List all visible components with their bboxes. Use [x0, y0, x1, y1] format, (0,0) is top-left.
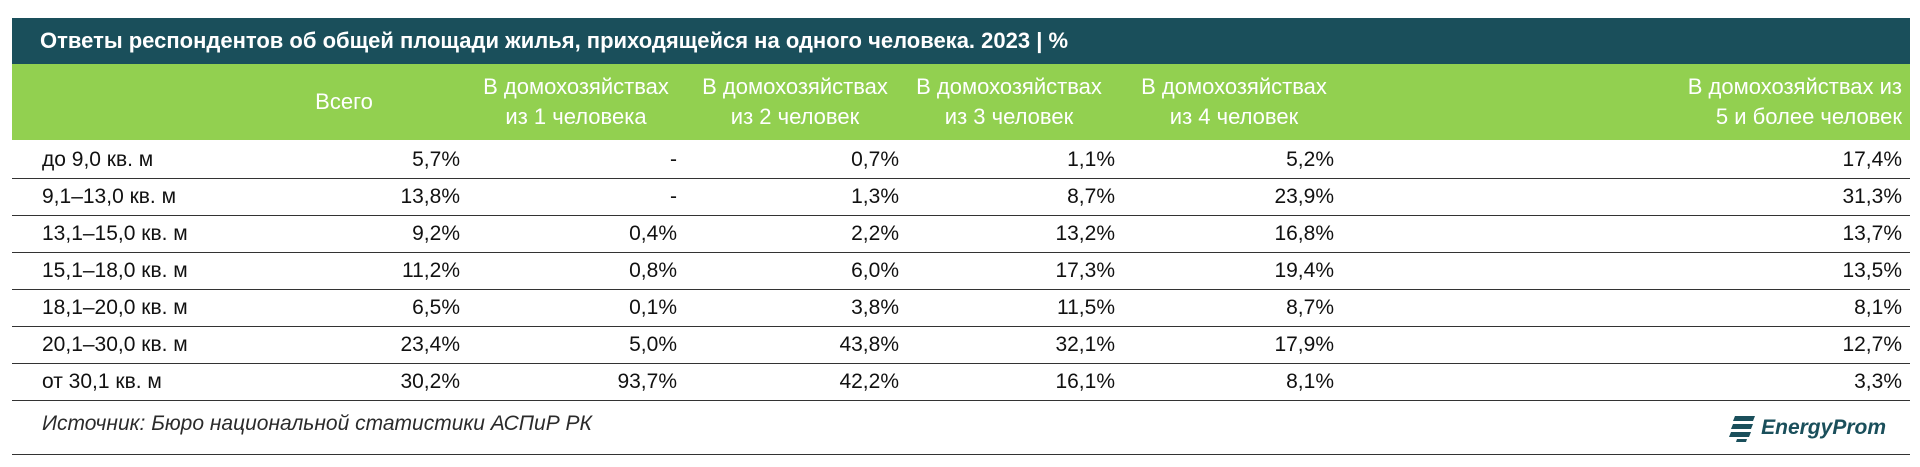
column-header-line: 5 и более человек — [1715, 104, 1902, 129]
data-cell: 13,5% — [1842, 259, 1902, 282]
data-cell: 6,0% — [851, 259, 899, 282]
data-cell: 5,2% — [1286, 148, 1334, 171]
column-header-line: В домохозяйствах — [702, 74, 888, 99]
data-cell: 3,8% — [851, 296, 899, 319]
data-cell: 2,2% — [851, 222, 899, 245]
row-label: 13,1–15,0 кв. м — [42, 222, 188, 245]
data-cell: 23,4% — [400, 333, 460, 356]
data-cell: 32,1% — [1055, 333, 1115, 356]
table-row: 18,1–20,0 кв. м 6,5% 0,1% 3,8% 11,5% 8,7% 8,1% — [12, 290, 1910, 327]
data-cell: 43,8% — [839, 333, 899, 356]
data-cell: 3,3% — [1854, 370, 1902, 393]
data-cell: 8,7% — [1067, 185, 1115, 208]
table-row: от 30,1 кв. м 30,2% 93,7% 42,2% 16,1% 8,1% 3,3… — [12, 364, 1910, 401]
data-cell: 11,2% — [402, 259, 460, 282]
table-row: 13,1–15,0 кв. м 9,2% 0,4% 2,2% 13,2% 16,8% 13,… — [12, 216, 1910, 253]
data-cell: 5,0% — [629, 333, 677, 356]
data-cell: 17,9% — [1274, 333, 1334, 356]
row-label: 20,1–30,0 кв. м — [42, 333, 188, 356]
title-bar: Ответы респондентов об общей площади жил… — [12, 18, 1910, 64]
data-cell: 0,4% — [629, 222, 677, 245]
column-header: В домохозяйствах из 4 человек — [1124, 64, 1344, 140]
table-title: Ответы респондентов об общей площади жил… — [40, 28, 1069, 53]
row-label: от 30,1 кв. м — [42, 370, 162, 393]
column-header-line: Всего — [315, 89, 373, 114]
column-header-line: из 1 человека — [505, 104, 647, 129]
data-cell: 42,2% — [839, 370, 899, 393]
column-header-line: из 4 человек — [1169, 104, 1299, 129]
data-cell: 1,3% — [851, 185, 899, 208]
data-cell: 19,4% — [1274, 259, 1334, 282]
column-header-line: из 2 человек — [730, 104, 860, 129]
data-cell: 16,8% — [1274, 222, 1334, 245]
column-header: В домохозяйствах из 5 и более человек — [1662, 64, 1902, 140]
table-body: до 9,0 кв. м 5,7% - 0,7% 1,1% 5,2% 17,4% 9,1–13… — [12, 142, 1910, 401]
source-note: Источник: Бюро национальной статистики А… — [42, 412, 592, 435]
column-header-line: В домохозяйствах — [483, 74, 669, 99]
data-cell: 13,2% — [1055, 222, 1115, 245]
data-cell: 17,3% — [1055, 259, 1115, 282]
table-row: до 9,0 кв. м 5,7% - 0,7% 1,1% 5,2% 17,4% — [12, 142, 1910, 179]
row-label: до 9,0 кв. м — [42, 148, 154, 171]
column-header: Всего — [284, 64, 404, 140]
data-cell: 12,7% — [1842, 333, 1902, 356]
data-cell: 23,9% — [1274, 185, 1334, 208]
column-header: В домохозяйствах из 2 человек — [685, 64, 905, 140]
data-cell: 11,5% — [1057, 296, 1115, 319]
data-cell: 13,8% — [400, 185, 460, 208]
column-header-row: Всего В домохозяйствах из 1 человека В домо… — [12, 64, 1910, 140]
column-header: В домохозяйствах из 1 человека — [466, 64, 686, 140]
data-cell: 0,1% — [629, 296, 677, 319]
data-cell: 5,7% — [412, 148, 460, 171]
data-cell: - — [670, 148, 677, 171]
column-header-line: В домохозяйствах — [1141, 74, 1327, 99]
data-cell: 8,1% — [1286, 370, 1334, 393]
data-cell: 93,7% — [617, 370, 677, 393]
table-row: 9,1–13,0 кв. м 13,8% - 1,3% 8,7% 23,9% 31,3% — [12, 179, 1910, 216]
data-cell: - — [670, 185, 677, 208]
column-header-line: В домохозяйствах из — [1687, 74, 1902, 99]
data-cell: 0,7% — [851, 148, 899, 171]
energyprom-logo-icon — [1729, 416, 1756, 442]
data-cell: 9,2% — [412, 222, 460, 245]
data-cell: 16,1% — [1055, 370, 1115, 393]
logo-text: EnergyProm — [1761, 416, 1886, 439]
column-header-line: В домохозяйствах — [916, 74, 1102, 99]
data-cell: 17,4% — [1842, 148, 1902, 171]
table-row: 15,1–18,0 кв. м 11,2% 0,8% 6,0% 17,3% 19,4% 13… — [12, 253, 1910, 290]
footer: Источник: Бюро национальной статистики А… — [12, 406, 1910, 455]
data-cell: 8,1% — [1854, 296, 1902, 319]
data-cell: 1,1% — [1067, 148, 1115, 171]
table-row: 20,1–30,0 кв. м 23,4% 5,0% 43,8% 32,1% 17,9% 1… — [12, 327, 1910, 364]
data-cell: 8,7% — [1286, 296, 1334, 319]
data-cell: 31,3% — [1842, 185, 1902, 208]
column-header-line: из 3 человек — [944, 104, 1074, 129]
column-header: В домохозяйствах из 3 человек — [899, 64, 1119, 140]
data-cell: 13,7% — [1842, 222, 1902, 245]
row-label: 9,1–13,0 кв. м — [42, 185, 177, 208]
data-cell: 30,2% — [400, 370, 460, 393]
energyprom-logo: EnergyProm — [1729, 410, 1886, 446]
row-label: 18,1–20,0 кв. м — [42, 296, 188, 319]
data-cell: 6,5% — [412, 296, 460, 319]
data-cell: 0,8% — [629, 259, 677, 282]
row-label: 15,1–18,0 кв. м — [42, 259, 188, 282]
